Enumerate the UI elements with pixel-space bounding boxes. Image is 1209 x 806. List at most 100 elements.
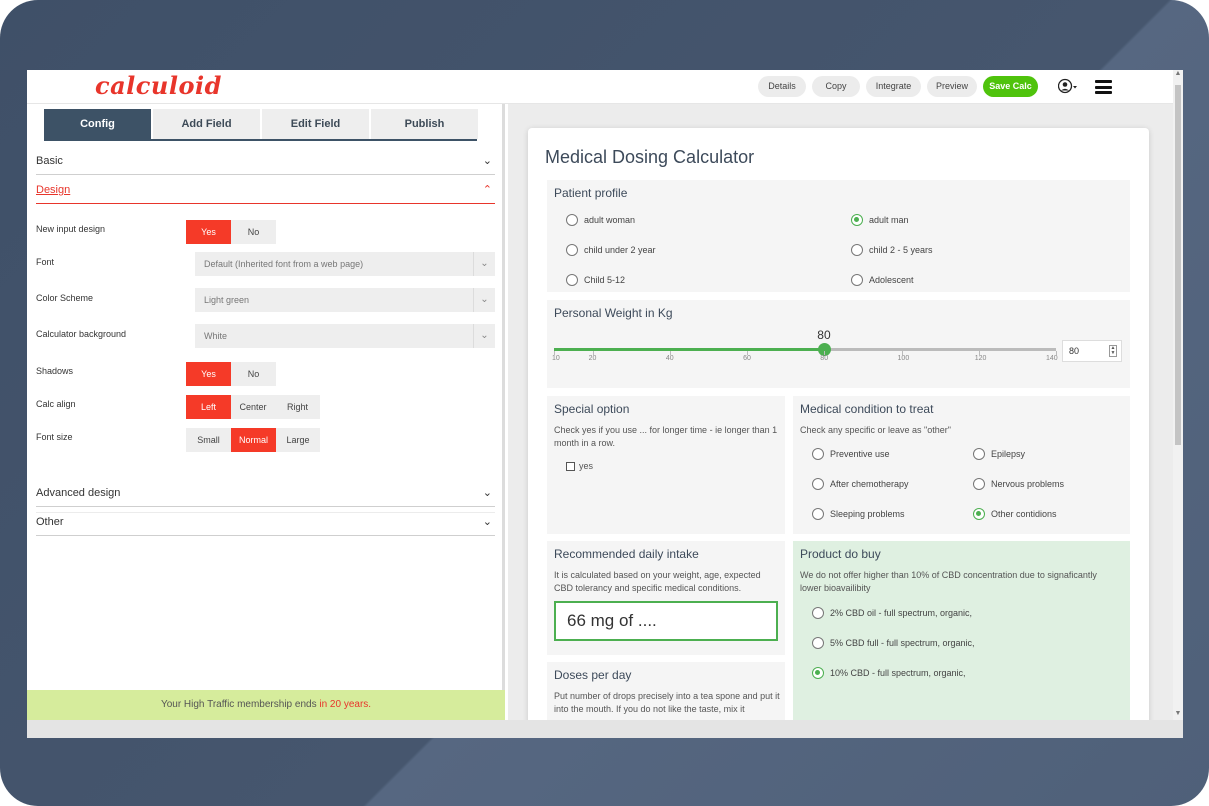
accordion-advanced-design[interactable]: Advanced design ⌄ — [36, 479, 495, 507]
weight-number-input[interactable]: 80 ▲ ▼ — [1062, 340, 1122, 362]
shadows-yes[interactable]: Yes — [186, 362, 231, 386]
tab-config[interactable]: Config — [44, 109, 151, 139]
daily-intake-section: Recommended daily intake It is calculate… — [547, 541, 785, 655]
new-input-design-yes[interactable]: Yes — [186, 220, 231, 244]
accordion-basic-label: Basic — [36, 155, 63, 167]
hamburger-menu-icon[interactable] — [1095, 80, 1112, 94]
font-select[interactable]: Default (Inherited font from a web page)… — [195, 252, 495, 276]
special-option-checkbox[interactable] — [566, 462, 575, 471]
scrollbar-thumb[interactable] — [1175, 85, 1181, 445]
radio-child-5-12[interactable]: Child 5-12 — [566, 274, 625, 288]
copy-button[interactable]: Copy — [812, 76, 860, 97]
user-menu-icon[interactable] — [1057, 78, 1078, 96]
spinner-icon[interactable]: ▲ ▼ — [1109, 345, 1117, 357]
radio-label: Other contidions — [991, 509, 1057, 519]
chevron-down-icon: ⌄ — [482, 155, 492, 167]
shadows-no[interactable]: No — [231, 362, 276, 386]
radio-label: 2% CBD oil - full spectrum, organic, — [830, 608, 973, 618]
calculator-preview: Medical Dosing Calculator Patient profil… — [508, 104, 1173, 720]
radio-epilepsy[interactable]: Epilepsy — [973, 448, 1025, 462]
radio-child-under-2[interactable]: child under 2 year — [566, 244, 656, 258]
accordion-design-label: Design — [36, 184, 71, 196]
accordion-basic[interactable]: Basic ⌄ — [36, 147, 495, 175]
daily-intake-description: It is calculated based on your weight, a… — [554, 570, 761, 593]
integrate-button[interactable]: Integrate — [866, 76, 921, 97]
radio-child-2-5[interactable]: child 2 - 5 years — [851, 244, 933, 258]
font-size-small[interactable]: Small — [186, 428, 231, 452]
weight-slider-value: 80 — [817, 328, 831, 342]
new-input-design-no[interactable]: No — [231, 220, 276, 244]
font-size-toggle: Small Normal Large — [186, 428, 320, 452]
calculoid-logo[interactable]: calculoid — [95, 71, 222, 100]
special-option-title: Special option — [554, 402, 630, 416]
calc-align-toggle: Left Center Right — [186, 395, 320, 419]
radio-circle-selected — [851, 214, 863, 226]
slider-tick-mark — [978, 351, 980, 355]
accordion-design[interactable]: Design ⌃ — [36, 176, 495, 204]
special-option-checkbox-label: yes — [579, 461, 594, 471]
radio-circle — [851, 244, 863, 256]
slider-tick-mark — [669, 351, 671, 355]
doses-section: Doses per day Put number of drops precis… — [547, 662, 785, 720]
radio-product-5[interactable]: 5% CBD full - full spectrum, organic, — [812, 637, 975, 651]
radio-label: Preventive use — [830, 449, 890, 459]
membership-banner: Your High Traffic membership ends in 20 … — [27, 690, 505, 720]
calc-background-select[interactable]: White ⌄ — [195, 324, 495, 348]
calc-align-right[interactable]: Right — [275, 395, 320, 419]
product-title: Product do buy — [800, 547, 881, 561]
chevron-down-icon: ⌄ — [482, 487, 492, 499]
doses-description: Put number of drops precisely into a tea… — [554, 691, 780, 714]
radio-nervous-problems[interactable]: Nervous problems — [973, 478, 1064, 492]
radio-label: Child 5-12 — [584, 275, 626, 285]
weight-slider-handle[interactable] — [818, 343, 832, 356]
radio-adolescent[interactable]: Adolescent — [851, 274, 914, 288]
scroll-up-icon[interactable]: ▲ — [1174, 70, 1182, 77]
scroll-down-icon[interactable]: ▼ — [1174, 710, 1182, 717]
calc-background-label: Calculator background — [36, 329, 127, 339]
font-size-normal[interactable]: Normal — [231, 428, 276, 452]
calc-background-value: White — [204, 331, 228, 341]
slider-tick-label: 120 — [974, 355, 987, 362]
font-select-value: Default (Inherited font from a web page) — [204, 259, 364, 269]
calculator-title: Medical Dosing Calculator — [545, 147, 755, 167]
slider-tick-label: 100 — [897, 355, 910, 362]
vertical-scrollbar[interactable]: ▲ ▼ — [1173, 70, 1183, 720]
calc-align-left[interactable]: Left — [186, 395, 231, 419]
slider-tick-mark — [901, 351, 903, 355]
radio-label: adult woman — [584, 215, 636, 225]
radio-after-chemotherapy[interactable]: After chemotherapy — [812, 478, 909, 492]
top-bar: calculoid Details Copy Integrate Preview… — [27, 70, 1173, 104]
radio-adult-man[interactable]: adult man — [851, 214, 909, 228]
calc-align-center[interactable]: Center — [231, 395, 275, 419]
save-calc-button[interactable]: Save Calc — [983, 76, 1038, 97]
tab-publish[interactable]: Publish — [371, 109, 478, 139]
preview-button[interactable]: Preview — [927, 76, 977, 97]
tab-edit-field[interactable]: Edit Field — [262, 109, 369, 139]
radio-adult-woman[interactable]: adult woman — [566, 214, 635, 228]
accordion-other[interactable]: Other ⌄ — [36, 508, 495, 536]
accordion-advanced-label: Advanced design — [36, 487, 121, 499]
radio-circle — [566, 214, 578, 226]
radio-sleeping-problems[interactable]: Sleeping problems — [812, 508, 905, 522]
special-option-description: Check yes if you use ... for longer time… — [554, 425, 778, 448]
radio-circle — [812, 448, 824, 460]
radio-circle — [812, 607, 824, 619]
radio-product-10[interactable]: 10% CBD - full spectrum, organic, — [812, 667, 966, 681]
chevron-down-icon: ⌄ — [482, 516, 492, 528]
color-scheme-select[interactable]: Light green ⌄ — [195, 288, 495, 312]
tab-add-field[interactable]: Add Field — [153, 109, 260, 139]
radio-label: After chemotherapy — [830, 479, 909, 489]
slider-tick-mark — [592, 351, 594, 355]
radio-preventive-use[interactable]: Preventive use — [812, 448, 890, 462]
radio-other-conditions[interactable]: Other contidions — [973, 508, 1057, 522]
radio-product-2[interactable]: 2% CBD oil - full spectrum, organic, — [812, 607, 972, 621]
font-size-large[interactable]: Large — [276, 428, 320, 452]
details-button[interactable]: Details — [758, 76, 806, 97]
slider-tick-mark — [1056, 351, 1057, 355]
slider-tick-mark — [747, 351, 749, 355]
slider-tick-label: 40 — [665, 355, 674, 362]
color-scheme-label: Color Scheme — [36, 293, 94, 303]
radio-circle — [812, 508, 824, 520]
special-option-section: Special option Check yes if you use ... … — [547, 396, 785, 534]
editor-panel: Config Add Field Edit Field Publish Basi… — [27, 104, 505, 720]
